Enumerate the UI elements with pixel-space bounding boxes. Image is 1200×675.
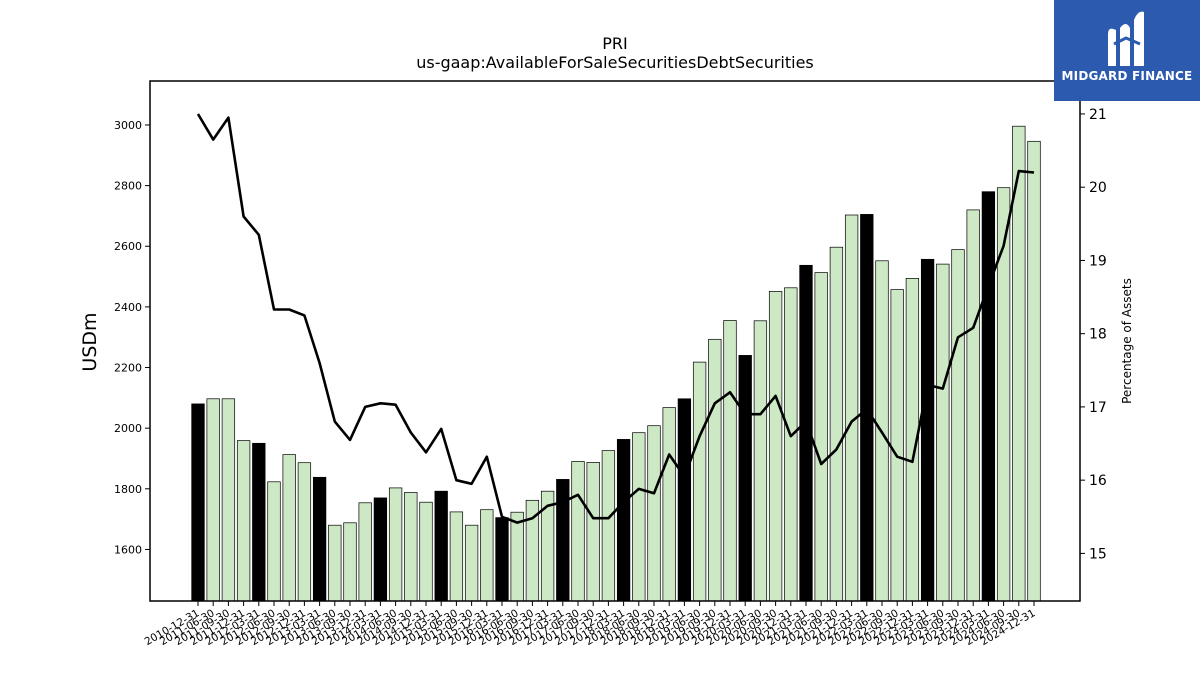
bar — [267, 481, 281, 602]
bar — [692, 361, 707, 602]
y2-tick-label: 20 — [1089, 180, 1107, 196]
line-series — [196, 113, 1035, 524]
y-tick-label: 2400 — [114, 301, 142, 314]
bar — [510, 511, 524, 602]
brand-logo: MIDGARD FINANCE — [1054, 0, 1200, 101]
bar — [312, 476, 327, 602]
bar — [738, 355, 752, 602]
midgard-finance-logo-icon — [1108, 11, 1144, 67]
y2-tick-label: 15 — [1089, 546, 1107, 562]
bar — [480, 509, 494, 602]
bar — [556, 479, 570, 602]
bar — [373, 497, 388, 602]
bar — [297, 462, 312, 602]
bar — [920, 258, 935, 602]
bar — [434, 490, 448, 602]
bar — [236, 440, 251, 602]
y-tick-label: 2800 — [114, 180, 142, 193]
bar — [647, 425, 661, 602]
y2-axis-label: Percentage of Assets — [1120, 278, 1134, 404]
y-tick-label: 2600 — [114, 240, 142, 253]
y-tick-label: 1800 — [114, 483, 142, 496]
bar — [616, 439, 631, 602]
y2-tick-label: 17 — [1089, 400, 1107, 416]
bar — [860, 214, 874, 602]
bar — [784, 287, 798, 602]
bar — [936, 263, 950, 602]
chart-title: PRI — [602, 34, 627, 53]
bar — [662, 407, 676, 602]
bar — [206, 398, 220, 602]
bar — [890, 289, 904, 602]
bar — [601, 450, 616, 602]
bar — [282, 454, 296, 602]
bar — [723, 320, 737, 602]
plot-frame — [149, 80, 1081, 602]
bar — [1027, 140, 1041, 602]
bar — [495, 517, 509, 602]
y-axis-label: USDm — [79, 312, 101, 371]
bar — [419, 501, 433, 602]
bar — [966, 209, 980, 602]
bar — [191, 403, 205, 602]
bar — [540, 490, 555, 602]
brand-name: MIDGARD FINANCE — [1061, 69, 1193, 83]
bar — [844, 214, 859, 602]
bar — [571, 461, 585, 602]
bar — [328, 524, 342, 602]
bar — [753, 320, 768, 602]
y2-tick-label: 21 — [1089, 107, 1107, 123]
bar — [358, 502, 372, 602]
bar — [677, 398, 692, 602]
bar — [252, 442, 266, 602]
bar — [632, 432, 646, 602]
axis-ticks: 1600 1800 2000 2200 2400 2600 2800 3000 15 16 17 18… — [114, 107, 1107, 648]
bar — [449, 511, 464, 602]
bar — [388, 487, 403, 602]
y2-tick-label: 18 — [1089, 327, 1107, 343]
y-tick-label: 2000 — [114, 422, 142, 435]
bar — [814, 272, 828, 602]
y2-tick-label: 16 — [1089, 473, 1107, 489]
bar — [586, 462, 600, 602]
bar — [343, 522, 357, 602]
bar — [829, 246, 844, 602]
y-tick-label: 3000 — [114, 119, 142, 132]
bar — [981, 191, 996, 602]
y-tick-label: 1600 — [114, 543, 142, 556]
percentage-line — [196, 113, 1035, 524]
y2-tick-label: 19 — [1089, 253, 1107, 269]
bar — [404, 492, 418, 602]
bar — [951, 249, 965, 602]
bar — [768, 291, 783, 602]
y-tick-label: 2200 — [114, 362, 142, 375]
bar — [708, 338, 722, 602]
bar — [221, 398, 236, 602]
chart-subtitle: us-gaap:AvailableForSaleSecuritiesDebtSe… — [416, 53, 814, 72]
bar — [996, 187, 1011, 602]
bar — [464, 524, 479, 602]
